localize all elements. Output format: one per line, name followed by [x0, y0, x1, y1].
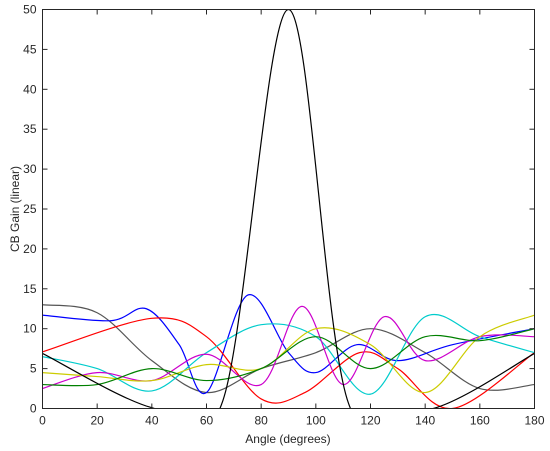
- x-tick-label: 40: [145, 414, 159, 428]
- x-tick-label: 0: [39, 414, 46, 428]
- x-tick-label: 120: [360, 414, 380, 428]
- y-tick-label: 0: [30, 402, 37, 416]
- x-tick-label: 160: [470, 414, 490, 428]
- y-tick-label: 50: [23, 3, 37, 17]
- series-layer: [42, 9, 535, 409]
- x-tick-label: 180: [524, 414, 544, 428]
- series-line-7: [42, 328, 535, 387]
- y-tick-label: 45: [23, 42, 37, 56]
- plot-area: [42, 9, 535, 409]
- y-tick-label: 35: [23, 122, 37, 136]
- series-line-6: [42, 314, 535, 394]
- x-tick-label: 100: [306, 414, 326, 428]
- axis-layer: 0 20 40 60 80 100 120 140 160 180 0 5 10 15 20 25 30 35 40…: [23, 3, 545, 428]
- series-line-4: [42, 314, 535, 395]
- y-axis-label: CB Gain (linear): [8, 166, 22, 252]
- x-tick-label: 140: [415, 414, 435, 428]
- y-tick-label: 10: [23, 322, 37, 336]
- series-line-1: [42, 304, 535, 394]
- x-tick-label: 60: [200, 414, 214, 428]
- x-tick-label: 80: [254, 414, 268, 428]
- x-axis-label: Angle (degrees): [245, 432, 330, 446]
- y-tick-label: 5: [30, 362, 37, 376]
- y-tick-label: 15: [23, 282, 37, 296]
- x-tick-label: 20: [90, 414, 104, 428]
- y-tick-label: 25: [23, 202, 37, 216]
- y-tick-label: 20: [23, 242, 37, 256]
- series-line-2: [42, 294, 535, 395]
- y-tick-label: 40: [23, 82, 37, 96]
- y-tick-label: 30: [23, 162, 37, 176]
